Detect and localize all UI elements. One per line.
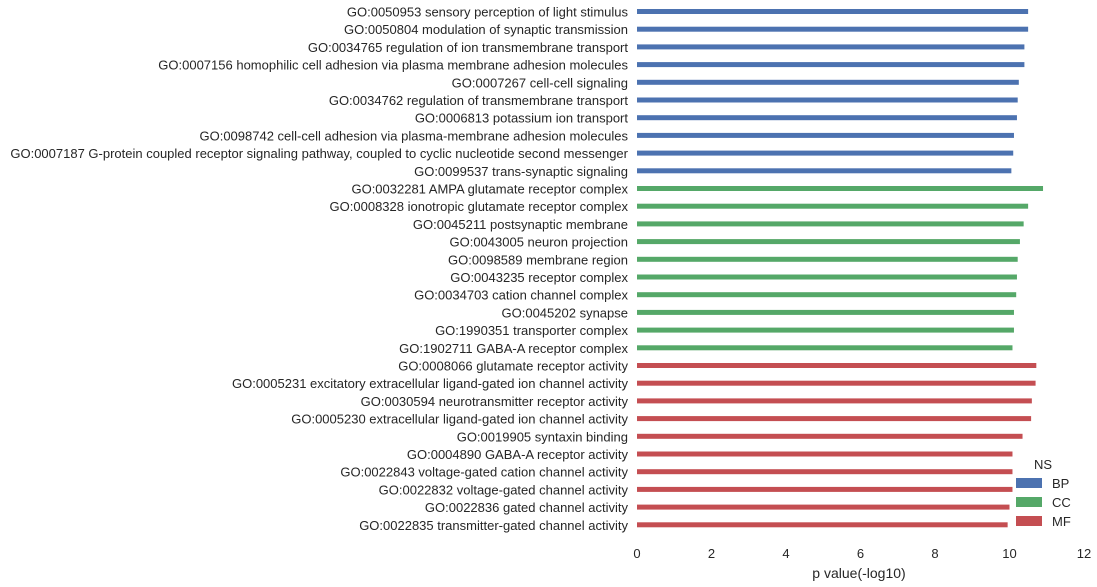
bar-bp	[637, 97, 1018, 103]
bar-cc	[637, 256, 1018, 262]
category-label: GO:0032281 AMPA glutamate receptor compl…	[351, 182, 628, 197]
category-label: GO:0045211 postsynaptic membrane	[413, 217, 628, 232]
bar-cc	[637, 309, 1014, 315]
category-label: GO:0006813 potassium ion transport	[415, 111, 629, 126]
category-label: GO:0030594 neurotransmitter receptor act…	[361, 394, 629, 409]
bar-bp	[637, 62, 1025, 68]
category-label: GO:0050804 modulation of synaptic transm…	[344, 22, 628, 37]
bar-cc	[637, 221, 1024, 227]
bar-mf	[637, 504, 1010, 510]
bar-cc	[637, 345, 1013, 351]
bar-cc	[637, 274, 1017, 280]
bar-mf	[637, 486, 1013, 492]
category-label: GO:0043005 neuron projection	[449, 235, 628, 250]
legend-swatch-mf	[1016, 516, 1042, 526]
legend-swatch-cc	[1016, 497, 1042, 507]
bar-mf	[637, 469, 1013, 475]
legend-swatch-bp	[1016, 478, 1042, 488]
category-label: GO:0008328 ionotropic glutamate receptor…	[330, 199, 629, 214]
category-labels: GO:0050953 sensory perception of light s…	[10, 5, 628, 533]
x-tick-label: 6	[857, 546, 864, 561]
bar-mf	[637, 363, 1037, 368]
category-label: GO:0005230 extracellular ligand-gated io…	[291, 412, 628, 427]
category-label: GO:0007187 G-protein coupled receptor si…	[10, 146, 628, 161]
x-tick-label: 10	[1002, 546, 1016, 561]
category-label: GO:1990351 transporter complex	[435, 323, 628, 338]
bars-layer	[637, 9, 1044, 528]
category-label: GO:0099537 trans-synaptic signaling	[414, 164, 628, 179]
legend-label-bp: BP	[1052, 476, 1069, 491]
legend: NS BP CC MF	[1016, 457, 1071, 529]
bar-bp	[637, 150, 1014, 156]
bar-bp	[637, 9, 1029, 14]
category-label: GO:0034762 regulation of transmembrane t…	[329, 93, 629, 108]
category-label: GO:0050953 sensory perception of light s…	[347, 5, 629, 20]
bar-mf	[637, 433, 1023, 439]
category-label: GO:0045202 synapse	[502, 305, 628, 320]
category-label: GO:0022843 voltage-gated cation channel …	[340, 465, 628, 480]
x-tick-label: 2	[708, 546, 715, 561]
x-axis-label: p value(-log10)	[812, 565, 905, 581]
bar-bp	[637, 132, 1014, 138]
category-label: GO:0098742 cell-cell adhesion via plasma…	[199, 128, 628, 143]
x-tick-label: 8	[931, 546, 938, 561]
category-label: GO:0034703 cation channel complex	[414, 288, 628, 303]
x-tick-label: 0	[633, 546, 640, 561]
bar-bp	[637, 26, 1029, 32]
x-tick-label: 12	[1077, 546, 1091, 561]
category-label: GO:0043235 receptor complex	[450, 270, 628, 285]
bar-bp	[637, 44, 1025, 50]
bar-cc	[637, 239, 1020, 245]
category-label: GO:0034765 regulation of ion transmembra…	[308, 40, 629, 55]
bar-cc	[637, 203, 1029, 209]
bar-cc	[637, 292, 1017, 298]
category-label: GO:0004890 GABA-A receptor activity	[407, 447, 629, 462]
bar-mf	[637, 416, 1032, 422]
category-label: GO:0098589 membrane region	[448, 252, 628, 267]
legend-label-cc: CC	[1052, 495, 1071, 510]
category-label: GO:0019905 syntaxin binding	[457, 429, 628, 444]
category-label: GO:0022832 voltage-gated channel activit…	[379, 482, 629, 497]
category-label: GO:0008066 glutamate receptor activity	[398, 359, 628, 374]
legend-title: NS	[1034, 457, 1052, 472]
bar-cc	[637, 327, 1014, 333]
bar-mf	[637, 380, 1036, 386]
category-label: GO:0022835 transmitter-gated channel act…	[359, 518, 628, 533]
bar-mf	[637, 451, 1013, 457]
category-label: GO:0007156 homophilic cell adhesion via …	[158, 58, 628, 73]
category-label: GO:0005231 excitatory extracellular liga…	[232, 376, 629, 391]
category-label: GO:1902711 GABA-A receptor complex	[399, 341, 628, 356]
x-tick-label: 4	[782, 546, 789, 561]
bar-cc	[637, 186, 1044, 191]
legend-label-mf: MF	[1052, 514, 1071, 529]
bar-bp	[637, 79, 1019, 85]
x-axis: p value(-log10) 0 2 4 6 8 10 12	[633, 546, 1091, 581]
bar-mf	[637, 398, 1032, 404]
bar-bp	[637, 168, 1012, 174]
bar-mf	[637, 522, 1008, 528]
bar-bp	[637, 115, 1017, 121]
category-label: GO:0022836 gated channel activity	[425, 500, 629, 515]
category-label: GO:0007267 cell-cell signaling	[452, 75, 628, 90]
